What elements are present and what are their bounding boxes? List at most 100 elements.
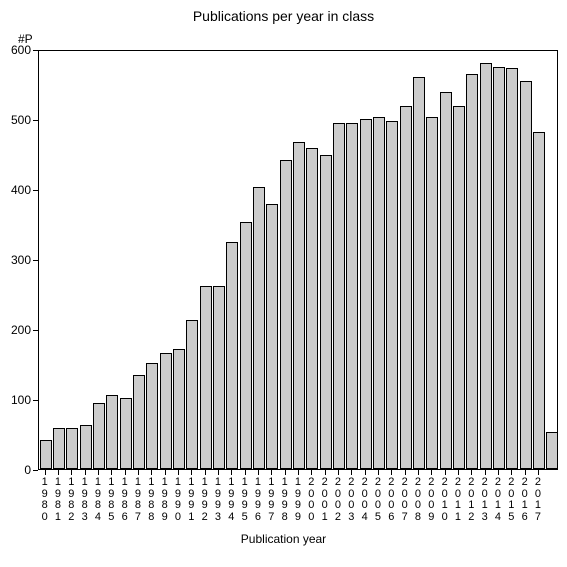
bar xyxy=(186,320,198,469)
chart-container: Publications per year in class #P Public… xyxy=(0,0,567,567)
x-tick-label: 1 9 8 2 xyxy=(65,477,78,523)
bar xyxy=(93,403,105,470)
x-tick-label: 2 0 0 6 xyxy=(385,477,398,523)
y-tick-label: 200 xyxy=(11,323,31,337)
x-tick-mark xyxy=(311,470,312,475)
x-tick-mark xyxy=(431,470,432,475)
bar xyxy=(213,286,225,469)
x-tick-label: 1 9 9 5 xyxy=(238,477,251,523)
y-tick-mark xyxy=(33,260,38,261)
bar xyxy=(40,440,52,469)
bar xyxy=(173,349,185,469)
x-tick-mark xyxy=(445,470,446,475)
y-tick-mark xyxy=(33,470,38,471)
x-axis-label: Publication year xyxy=(0,532,567,546)
bar xyxy=(346,123,358,469)
x-tick-label: 1 9 9 9 xyxy=(291,477,304,523)
x-tick-mark xyxy=(165,470,166,475)
x-tick-mark xyxy=(245,470,246,475)
bar xyxy=(360,119,372,469)
x-tick-mark xyxy=(151,470,152,475)
bar xyxy=(453,106,465,469)
x-tick-mark xyxy=(351,470,352,475)
bar xyxy=(293,142,305,469)
x-tick-label: 2 0 1 4 xyxy=(491,477,504,523)
x-tick-label: 1 9 9 2 xyxy=(198,477,211,523)
bar xyxy=(120,398,132,469)
chart-title: Publications per year in class xyxy=(0,8,567,24)
x-tick-mark xyxy=(271,470,272,475)
x-tick-label: 2 0 1 3 xyxy=(478,477,491,523)
x-tick-mark xyxy=(405,470,406,475)
x-tick-label: 1 9 8 1 xyxy=(51,477,64,523)
y-tick-label: 0 xyxy=(24,463,31,477)
x-tick-label: 1 9 8 3 xyxy=(78,477,91,523)
x-tick-mark xyxy=(111,470,112,475)
x-tick-label: 1 9 8 4 xyxy=(91,477,104,523)
bar xyxy=(306,148,318,469)
bar xyxy=(66,428,78,469)
bar xyxy=(200,286,212,469)
y-tick-label: 600 xyxy=(11,43,31,57)
x-tick-mark xyxy=(365,470,366,475)
x-tick-mark xyxy=(138,470,139,475)
x-tick-mark xyxy=(58,470,59,475)
x-tick-label: 1 9 9 1 xyxy=(185,477,198,523)
x-tick-mark xyxy=(298,470,299,475)
bar xyxy=(333,123,345,470)
bar xyxy=(480,63,492,469)
x-tick-label: 1 9 9 7 xyxy=(265,477,278,523)
y-tick-mark xyxy=(33,330,38,331)
x-tick-mark xyxy=(458,470,459,475)
y-tick-mark xyxy=(33,190,38,191)
x-tick-mark xyxy=(178,470,179,475)
x-tick-label: 1 9 9 8 xyxy=(278,477,291,523)
x-tick-mark xyxy=(191,470,192,475)
x-tick-mark xyxy=(218,470,219,475)
x-tick-label: 2 0 1 2 xyxy=(465,477,478,523)
x-tick-label: 1 9 8 6 xyxy=(118,477,131,523)
x-tick-mark xyxy=(511,470,512,475)
x-tick-mark xyxy=(378,470,379,475)
x-tick-label: 1 9 9 4 xyxy=(225,477,238,523)
x-tick-mark xyxy=(498,470,499,475)
y-tick-mark xyxy=(33,50,38,51)
x-tick-mark xyxy=(418,470,419,475)
x-tick-label: 2 0 0 3 xyxy=(345,477,358,523)
x-tick-label: 2 0 0 0 xyxy=(305,477,318,523)
y-tick-label: 400 xyxy=(11,183,31,197)
x-tick-mark xyxy=(338,470,339,475)
x-tick-mark xyxy=(325,470,326,475)
x-tick-label: 2 0 1 1 xyxy=(451,477,464,523)
x-tick-mark xyxy=(71,470,72,475)
x-tick-label: 1 9 9 6 xyxy=(251,477,264,523)
bar xyxy=(506,68,518,469)
x-tick-mark xyxy=(285,470,286,475)
plot-area xyxy=(38,50,558,470)
x-tick-mark xyxy=(98,470,99,475)
bar xyxy=(320,155,332,469)
x-tick-label: 2 0 0 7 xyxy=(398,477,411,523)
x-tick-label: 2 0 0 5 xyxy=(371,477,384,523)
x-tick-label: 1 9 9 3 xyxy=(211,477,224,523)
x-tick-mark xyxy=(85,470,86,475)
x-tick-mark xyxy=(205,470,206,475)
x-tick-label: 1 9 8 0 xyxy=(38,477,51,523)
x-tick-label: 2 0 0 2 xyxy=(331,477,344,523)
bar xyxy=(440,92,452,469)
bar xyxy=(266,204,278,469)
x-tick-mark xyxy=(231,470,232,475)
x-tick-mark xyxy=(125,470,126,475)
bar xyxy=(533,132,545,469)
bar xyxy=(520,81,532,470)
x-tick-label: 1 9 8 9 xyxy=(158,477,171,523)
x-tick-mark xyxy=(258,470,259,475)
x-tick-label: 2 0 0 8 xyxy=(411,477,424,523)
x-tick-mark xyxy=(471,470,472,475)
y-tick-mark xyxy=(33,120,38,121)
bar xyxy=(146,363,158,469)
y-tick-label: 500 xyxy=(11,113,31,127)
y-tick-label: 300 xyxy=(11,253,31,267)
bar xyxy=(493,67,505,469)
bar xyxy=(240,222,252,469)
